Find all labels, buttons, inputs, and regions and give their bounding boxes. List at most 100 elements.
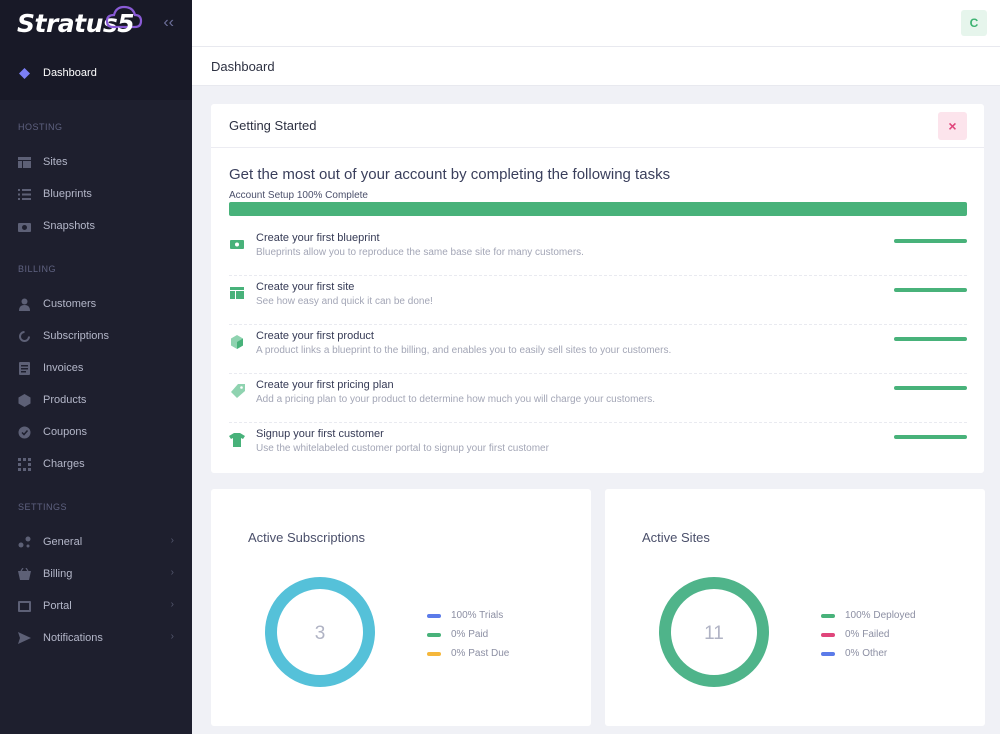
avatar[interactable]: C (961, 10, 987, 36)
site-icon (230, 287, 244, 299)
blueprints-icon (18, 188, 31, 201)
basket-icon (18, 568, 31, 581)
close-button[interactable]: × (938, 112, 967, 140)
legend-label: 100% Deployed (845, 610, 916, 621)
cube-icon (231, 335, 243, 349)
task-item[interactable]: Create your first pricing plan Add a pri… (229, 374, 967, 423)
general-settings-icon (18, 536, 31, 549)
progress-label: Account Setup 100% Complete (229, 190, 368, 201)
sidebar-item-customers[interactable]: Customers (0, 288, 192, 320)
tasks-heading: Get the most out of your account by comp… (229, 166, 671, 183)
sidebar-item-invoices[interactable]: Invoices (0, 352, 192, 384)
brand-bar: Stratus 5 ‹‹ (0, 0, 192, 46)
task-progress-bar (894, 288, 967, 292)
sidebar-item-general[interactable]: General › (0, 526, 192, 558)
coupon-icon (18, 426, 31, 439)
legend-item: 0% Failed (821, 625, 916, 644)
task-description: Use the whitelabeled customer portal to … (256, 443, 549, 454)
sidebar-item-label: Coupons (43, 426, 88, 438)
money-icon (230, 240, 244, 249)
legend-swatch (427, 632, 441, 637)
task-description: See how easy and quick it can be done! (256, 296, 433, 307)
sidebar-item-charges[interactable]: Charges (0, 448, 192, 480)
customers-icon (18, 298, 31, 311)
task-item[interactable]: Create your first site See how easy and … (229, 276, 967, 325)
sidebar-item-subscriptions[interactable]: Subscriptions (0, 320, 192, 352)
task-description: Add a pricing plan to your product to de… (256, 394, 656, 405)
section-settings: Settings (18, 502, 68, 512)
card-title: Active Sites (642, 530, 710, 545)
task-title: Signup your first customer (256, 428, 384, 440)
task-item[interactable]: Create your first product A product link… (229, 325, 967, 374)
card-header: Getting Started × (211, 104, 984, 148)
chevron-right-icon: › (170, 535, 174, 546)
layers-icon (18, 67, 31, 80)
sidebar-item-label: Subscriptions (43, 330, 110, 342)
legend-label: 0% Past Due (451, 648, 510, 659)
task-progress-bar (894, 435, 967, 439)
price-tag-icon (231, 384, 245, 398)
legend-label: 0% Failed (845, 629, 890, 640)
shirt-icon (229, 433, 245, 447)
task-progress-bar (894, 337, 967, 341)
legend-item: 100% Deployed (821, 606, 916, 625)
camera-icon (18, 220, 31, 233)
sidebar-item-products[interactable]: Products (0, 384, 192, 416)
sidebar-item-label: Portal (43, 600, 72, 612)
legend-label: 0% Other (845, 648, 888, 659)
sidebar-item-label: Customers (43, 298, 97, 310)
chevron-right-icon: › (170, 567, 174, 578)
card-title: Active Subscriptions (248, 530, 366, 545)
sidebar-item-label: Dashboard (43, 67, 97, 79)
legend-item: 100% Trials (427, 606, 509, 625)
sidebar-item-snapshots[interactable]: Snapshots (0, 210, 192, 242)
collapse-sidebar-icon[interactable]: ‹‹ (163, 14, 174, 31)
logo[interactable]: Stratus 5 (17, 5, 143, 38)
sites-donut-chart: 11 (659, 577, 769, 687)
sidebar-item-portal[interactable]: Portal › (0, 590, 192, 622)
logo-text: Stratus (17, 8, 118, 38)
legend-label: 0% Paid (451, 629, 489, 640)
donut-ring (659, 577, 769, 687)
breadcrumb: Dashboard (192, 46, 1000, 86)
sites-icon (18, 156, 31, 169)
task-description: A product links a blueprint to the billi… (256, 345, 672, 356)
task-title: Create your first site (256, 281, 355, 293)
top-bar: C (192, 0, 1000, 46)
sidebar-item-coupons[interactable]: Coupons (0, 416, 192, 448)
legend-swatch (427, 613, 441, 618)
charges-icon (18, 457, 31, 471)
legend-label: 100% Trials (451, 610, 504, 621)
sidebar-item-label: Billing (43, 568, 73, 580)
sidebar-item-label: Products (43, 394, 87, 406)
legend-swatch (821, 651, 835, 656)
sidebar-item-label: Sites (43, 156, 68, 168)
sidebar-item-dashboard[interactable]: Dashboard (0, 46, 192, 100)
task-description: Blueprints allow you to reproduce the sa… (256, 247, 584, 258)
sidebar-item-billing[interactable]: Billing › (0, 558, 192, 590)
logo-digit: 5 (106, 5, 143, 38)
chevron-right-icon: › (170, 599, 174, 610)
sidebar-item-label: Notifications (43, 632, 103, 644)
legend-item: 0% Other (821, 644, 916, 663)
task-progress-bar (894, 386, 967, 390)
task-progress-bar (894, 239, 967, 243)
refresh-icon (18, 330, 31, 343)
active-subscriptions-card: Active Subscriptions 3 100% Trials 0% Pa… (211, 489, 591, 726)
sidebar-item-blueprints[interactable]: Blueprints (0, 178, 192, 210)
task-item[interactable]: Create your first blueprint Blueprints a… (229, 227, 967, 276)
legend-swatch (821, 632, 835, 637)
sidebar-item-sites[interactable]: Sites (0, 146, 192, 178)
sidebar-item-label: Charges (43, 458, 85, 470)
task-item[interactable]: Signup your first customer Use the white… (229, 423, 967, 472)
legend-item: 0% Paid (427, 625, 509, 644)
legend: 100% Trials 0% Paid 0% Past Due (427, 606, 509, 663)
portal-icon (18, 600, 31, 613)
sidebar: Stratus 5 ‹‹ Dashboard Hosting Sites Blu… (0, 0, 192, 734)
cloud-icon (106, 5, 143, 28)
active-sites-card: Active Sites 11 100% Deployed 0% Failed … (605, 489, 985, 726)
page-title: Dashboard (211, 58, 275, 74)
legend-swatch (427, 651, 441, 656)
legend-item: 0% Past Due (427, 644, 509, 663)
sidebar-item-notifications[interactable]: Notifications › (0, 622, 192, 654)
